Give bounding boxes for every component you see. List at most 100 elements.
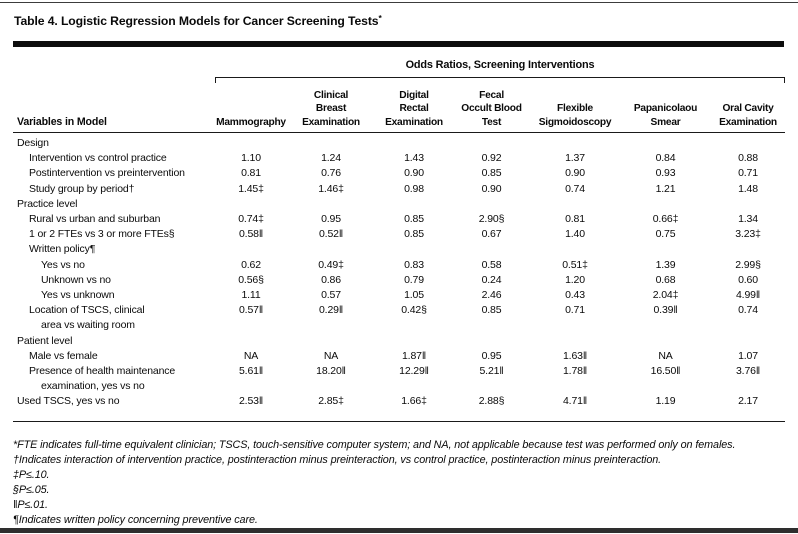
value-cell: 0.39‖ <box>653 304 678 317</box>
row-label-line1: Unknown vs no <box>41 273 111 286</box>
row-label: Written policy¶ <box>13 242 215 257</box>
footnote-marker: ‖ <box>13 499 18 511</box>
value-cell: 0.90 <box>404 167 424 180</box>
row-label: Unknown vs no <box>13 273 215 288</box>
value-cell: 0.81 <box>241 167 261 180</box>
header-row: Variables in Model Mammography Clinical Br… <box>13 80 785 130</box>
row-label-line1: 1 or 2 FTEs vs 3 or more FTEs§ <box>29 228 175 241</box>
table-row: Location of TSCS, clinical area vs waitin… <box>13 303 785 333</box>
value-cell: 0.90 <box>481 182 502 195</box>
footnote: ‡P≤.10. <box>13 468 789 483</box>
value-cell: 2.53‖ <box>238 395 264 408</box>
spanner-bracket <box>215 77 785 83</box>
footnote-text: P≤.01. <box>17 499 48 511</box>
value-cell: 0.56§ <box>238 273 264 286</box>
value-cell: 0.90 <box>565 167 585 180</box>
value-cell: 5.61‖ <box>238 365 264 378</box>
value-cell: 0.74 <box>565 182 585 195</box>
footnote-text: P≤.05. <box>18 484 50 496</box>
value-cell: 0.79 <box>404 273 424 286</box>
value-cell: 16.50‖ <box>650 365 681 378</box>
value-cell: 0.43 <box>565 289 585 302</box>
row-label-line1: Study group by period† <box>29 182 135 195</box>
title-rule <box>13 41 784 47</box>
value-cell: 1.87‖ <box>401 349 427 362</box>
value-cell: 0.71 <box>565 304 585 317</box>
value-cell: 1.63‖ <box>562 349 588 362</box>
value-cell: 0.68 <box>655 273 676 286</box>
value-cell: 0.49‡ <box>318 258 344 271</box>
value-cell: 1.39 <box>655 258 676 271</box>
value-cell: 1.78‖ <box>562 365 588 378</box>
value-cell: 1.46‡ <box>318 182 344 195</box>
row-label-line1: Rural vs urban and suburban <box>29 213 161 226</box>
row-label: Rural vs urban and suburban <box>13 212 215 227</box>
table-row: Intervention vs control practice 1.10 1.24… <box>13 151 785 166</box>
column-header: Digital Rectal Examination <box>385 89 443 129</box>
row-label-line1: Yes vs unknown <box>41 289 115 302</box>
value-cell: 0.84 <box>655 152 676 165</box>
value-cell: 0.51‡ <box>562 258 588 271</box>
top-hairline <box>0 2 798 3</box>
value-cell: 0.58‖ <box>238 228 264 241</box>
value-cell: 12.29‖ <box>399 365 429 378</box>
section-row: Patient level <box>13 334 785 349</box>
value-cell: 3.76‖ <box>735 365 761 378</box>
value-cell: 1.43 <box>404 152 424 165</box>
value-cell: 0.57 <box>321 289 341 302</box>
table-row: Used TSCS, yes vs no 2.53‖ 2.85‡ 1.66‡ 2.88§… <box>13 394 785 409</box>
value-cell: 1.40 <box>565 228 585 241</box>
value-cell: 0.95 <box>481 349 502 362</box>
footnote: ¶Indicates written policy concerning pre… <box>13 513 789 528</box>
row-label-line1: Presence of health maintenance <box>29 365 176 378</box>
value-cell: 1.07 <box>738 349 758 362</box>
footnote-text: P≤.10. <box>18 469 50 481</box>
footnote-marker: * <box>13 439 18 451</box>
row-label-line1: Patient level <box>17 334 73 347</box>
row-label: Yes vs no <box>13 258 215 273</box>
value-cell: 0.62 <box>241 258 261 271</box>
spanner-header: Odds Ratios, Screening Interventions <box>405 59 595 71</box>
table-row: Study group by period† 1.45‡ 1.46‡ 0.98 0.90… <box>13 182 785 197</box>
column-header: Flexible Sigmoidoscopy <box>538 103 612 129</box>
value-cell: 1.24 <box>321 152 341 165</box>
value-cell: 0.88 <box>738 152 758 165</box>
value-cell: 0.58 <box>481 258 502 271</box>
table-title: Table 4. Logistic Regression Models for … <box>14 13 784 28</box>
value-cell: 0.29‖ <box>318 304 344 317</box>
value-cell: 1.05 <box>404 289 424 302</box>
table-body: Design Intervention vs control practice 1.… <box>13 136 785 410</box>
row-label-line2: examination, yes vs no <box>41 380 145 393</box>
value-cell: 0.83 <box>404 258 424 271</box>
footnote-text: Indicates written policy concerning prev… <box>18 514 258 526</box>
footnote-marker: † <box>13 454 19 466</box>
value-cell: 2.85‡ <box>318 395 344 408</box>
value-cell: 0.85 <box>481 167 502 180</box>
body-end-rule <box>13 421 785 422</box>
value-cell: 0.74‡ <box>238 213 264 226</box>
value-cell: 0.57‖ <box>238 304 264 317</box>
row-label: Postintervention vs preintervention <box>13 166 215 181</box>
value-cell: 1.45‡ <box>238 182 264 195</box>
section-row: Design <box>13 136 785 151</box>
value-cell: 0.52‖ <box>318 228 344 241</box>
row-label: Study group by period† <box>13 182 215 197</box>
row-label-line1: Location of TSCS, clinical <box>29 304 145 317</box>
row-label-line1: Male vs female <box>29 349 98 362</box>
stub-header: Variables in Model <box>17 116 107 129</box>
value-cell: 4.71‖ <box>562 395 588 408</box>
value-cell: 2.46 <box>481 289 502 302</box>
value-cell: 2.04‡ <box>652 289 679 302</box>
value-cell: 0.67 <box>481 228 502 241</box>
value-cell: 2.99§ <box>735 258 761 271</box>
row-label: Yes vs unknown <box>13 288 215 303</box>
table-row: Yes vs no 0.62 0.49‡ 0.83 0.58 0.51‡ 1.39 2.99§ <box>13 258 785 273</box>
footnote-text: Indicates interaction of intervention pr… <box>18 454 662 466</box>
value-cell: NA <box>658 349 673 362</box>
table-row: Yes vs unknown 1.11 0.57 1.05 2.46 0.43 2.04‡ 4… <box>13 288 785 303</box>
row-label: Used TSCS, yes vs no <box>13 394 215 409</box>
value-cell: 2.88§ <box>478 395 505 408</box>
value-cell: 1.10 <box>241 152 261 165</box>
column-header: Fecal Occult Blood Test <box>461 89 522 129</box>
